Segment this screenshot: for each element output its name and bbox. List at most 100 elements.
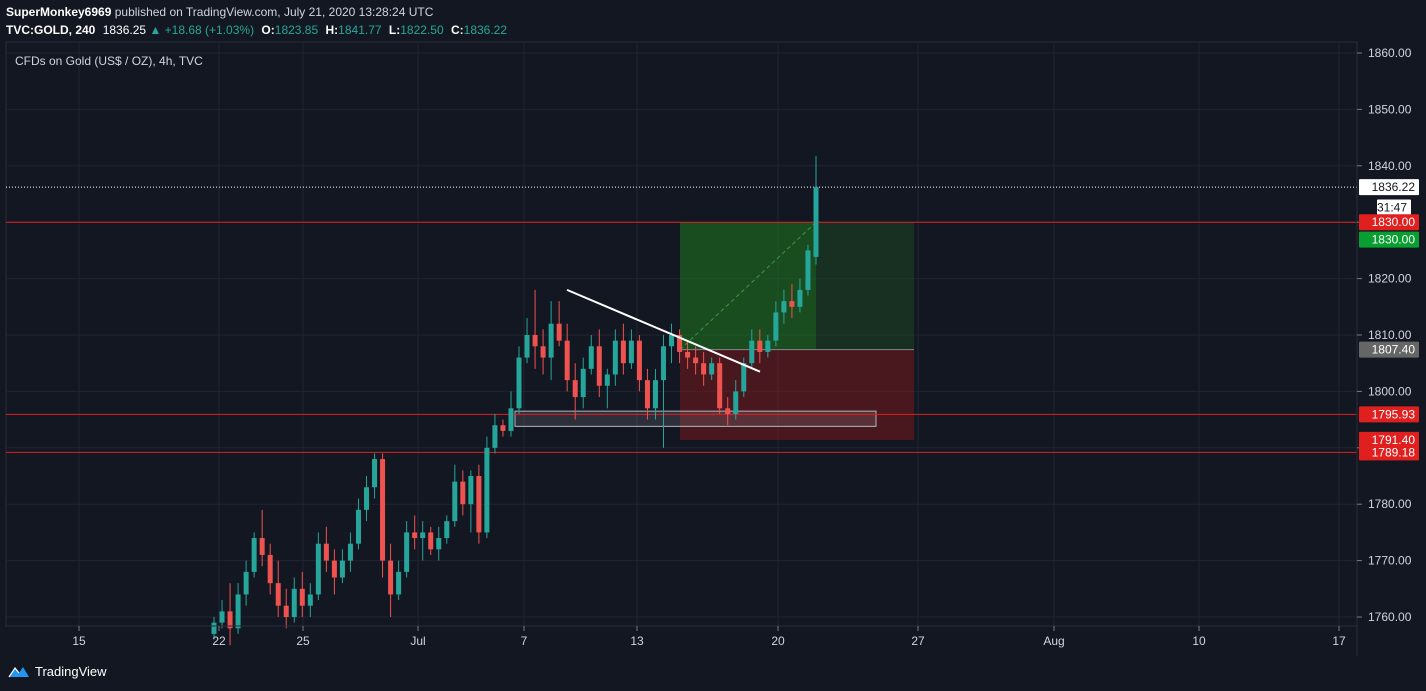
open-label: O:	[261, 23, 275, 37]
candle-body	[813, 187, 819, 257]
candle	[797, 278, 803, 313]
price-chart[interactable]: CFDs on Gold (US$ / OZ), 4h, TVC 1860.00…	[0, 0, 1426, 656]
high-value: 1841.77	[338, 23, 382, 37]
candle-body	[227, 611, 233, 629]
candle-body	[741, 363, 747, 392]
open-value: 1823.85	[274, 23, 319, 37]
candle-body	[307, 594, 313, 606]
candle	[364, 476, 370, 522]
candle-body	[556, 323, 562, 341]
candle	[396, 560, 402, 601]
candle-body	[693, 357, 699, 364]
candle-body	[291, 588, 297, 617]
author-name[interactable]: SuperMonkey6969	[6, 5, 112, 19]
candle	[283, 588, 289, 629]
time-axis[interactable]: 15 22 25 Jul 7 13 20 27 Aug 10 17	[72, 626, 1346, 648]
candle-body	[219, 611, 225, 623]
candle	[725, 397, 731, 426]
candle	[211, 617, 217, 640]
candle-body	[677, 335, 683, 352]
profit-zone-ext[interactable]	[816, 222, 914, 350]
candle-body	[339, 560, 345, 578]
candle-body	[701, 363, 707, 375]
candle-body	[805, 250, 811, 290]
candle-body	[315, 543, 321, 595]
tradingview-logo[interactable]: TradingView	[8, 664, 107, 679]
time-tick-label: Jul	[410, 634, 425, 648]
candle	[444, 515, 450, 544]
candle-body	[420, 532, 426, 539]
trend-line[interactable]	[566, 288, 761, 373]
candle-body	[235, 594, 241, 629]
price-labels: 1836.2231:471830.001830.001807.401795.93…	[1359, 179, 1419, 461]
candle-body	[588, 346, 594, 369]
candle	[484, 436, 490, 539]
candle-body	[372, 459, 378, 488]
candles	[211, 155, 819, 646]
candle	[235, 583, 241, 634]
candle	[604, 368, 610, 409]
candle-body	[628, 340, 634, 364]
support-box[interactable]	[514, 410, 877, 427]
candle	[660, 335, 666, 448]
candle-body	[733, 391, 739, 414]
candle-body	[347, 543, 353, 561]
candle-body	[428, 532, 434, 550]
candle-body	[660, 346, 666, 381]
candle	[628, 329, 634, 369]
candle	[347, 532, 353, 572]
candle-body	[540, 346, 546, 358]
candle-body	[364, 487, 370, 510]
candle	[773, 301, 779, 347]
candle	[508, 391, 514, 437]
candle	[765, 335, 771, 358]
price-label-text: 1830.00	[1372, 215, 1416, 229]
price-tick-label: 1820.00	[1368, 272, 1412, 286]
price-tick-label: 1780.00	[1368, 497, 1412, 511]
candle	[564, 323, 570, 392]
candle	[227, 583, 233, 646]
symbol-label[interactable]: TVC:GOLD, 240	[6, 23, 96, 37]
candle	[476, 464, 482, 544]
candle	[460, 470, 466, 516]
candle-body	[267, 554, 273, 584]
candle-body	[725, 408, 731, 414]
candle-body	[636, 340, 642, 381]
candle-body	[765, 340, 771, 352]
candle-body	[251, 538, 257, 572]
candle	[717, 357, 723, 414]
candle-body	[749, 340, 755, 364]
candle	[789, 284, 795, 319]
candle	[612, 329, 618, 386]
price-label-bg	[1359, 179, 1419, 196]
candle	[620, 323, 626, 375]
candle	[323, 526, 329, 572]
candle-body	[773, 312, 779, 341]
price-label-bg	[1359, 444, 1419, 461]
time-tick-label: 25	[296, 634, 310, 648]
candle-body	[283, 605, 289, 617]
high-label: H:	[325, 23, 339, 37]
candle-body	[508, 408, 514, 431]
price-label-bg	[1359, 431, 1419, 448]
candle-body	[380, 459, 386, 561]
price-tick-label: 1760.00	[1368, 610, 1412, 624]
publish-info: SuperMonkey6969 published on TradingView…	[6, 5, 433, 19]
candle	[428, 526, 434, 555]
candle	[548, 301, 554, 381]
candle	[685, 340, 691, 369]
candle	[733, 380, 739, 420]
candle	[580, 357, 586, 409]
candle-body	[355, 509, 361, 544]
candle	[532, 289, 538, 369]
drawings[interactable]	[566, 288, 761, 373]
price-axis[interactable]: 1860.001850.001840.001830.001820.001810.…	[1357, 46, 1412, 624]
candle	[500, 419, 506, 437]
candle	[572, 363, 578, 420]
time-tick-label: 20	[771, 634, 785, 648]
price-label-bg	[1359, 341, 1419, 358]
price-tick-label: 1810.00	[1368, 328, 1412, 342]
candle-body	[685, 351, 691, 358]
candle	[299, 571, 305, 617]
horizontal-lines[interactable]	[6, 186, 1357, 453]
